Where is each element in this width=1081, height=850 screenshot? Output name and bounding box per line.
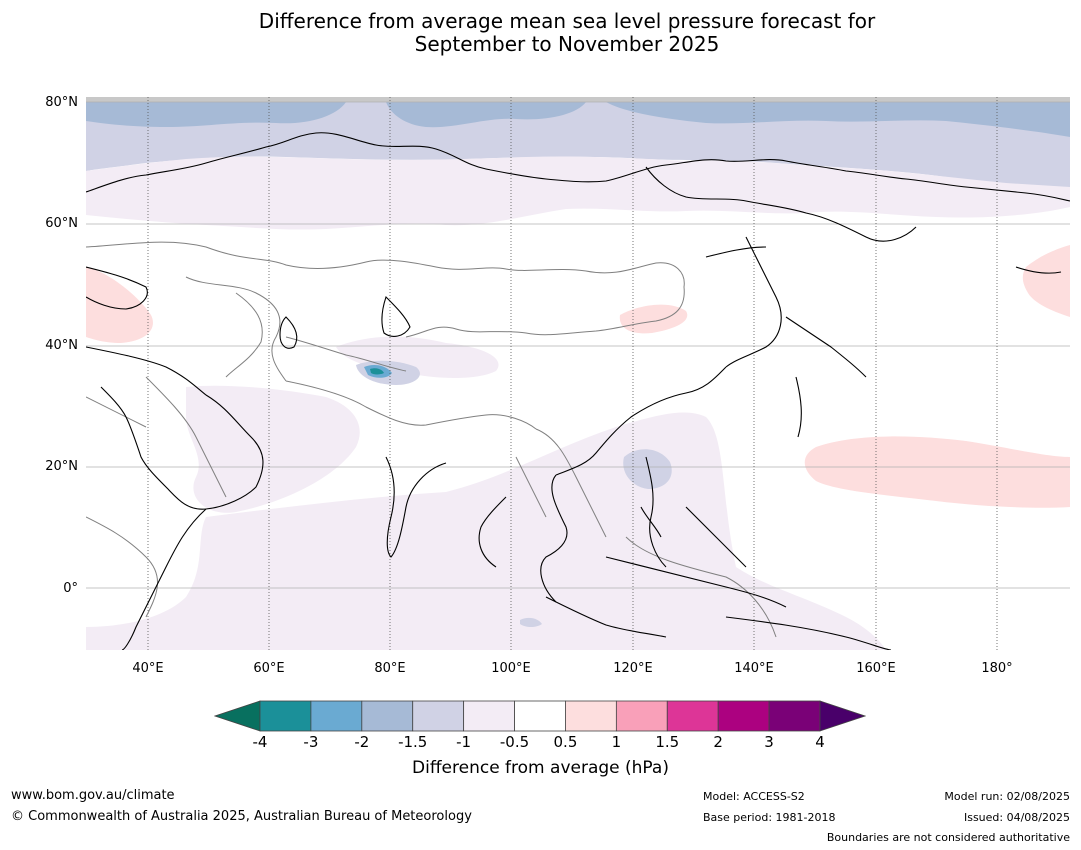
base-period-info: Base period: 1981-2018 [703,811,836,824]
coastlines [86,132,1070,650]
colorbar-tick-label: 4 [815,733,825,751]
copyright-text: © Commonwealth of Australia 2025, Austra… [11,809,472,824]
tibet-low-center [370,368,384,375]
colorbar-label: Difference from average (hPa) [412,758,669,778]
colorbar-segment [259,700,312,732]
subarctic-weak-low [86,156,1070,230]
colorbar-tick-label: 1 [611,733,622,751]
colorbar-tick-label: -3 [303,733,319,751]
colorbar-segment [717,700,770,732]
model-info: Model: ACCESS-S2 [703,790,805,803]
country-boundaries [86,241,777,638]
pressure-anomaly-map [86,97,1070,650]
arabia-weak-low [186,385,360,513]
lon-label-80e: 80°E [374,661,406,676]
lat-label-80n: 80°N [45,95,78,110]
java-sea-low [520,617,542,627]
lon-label-160e: 160°E [856,661,896,676]
colorbar-tick-label: -1 [456,733,472,751]
arctic-low-field [86,102,1070,188]
colorbar-segment [666,700,719,732]
colorbar-segment [514,700,566,732]
issued-info: Issued: 04/08/2025 [963,811,1070,824]
latitude-gridlines [86,101,1070,589]
lon-label-60e: 60°E [253,661,285,676]
colorbar-tick-label: 1.5 [655,733,680,751]
colorbar-segment [361,700,414,732]
lon-label-100e: 100°E [491,661,531,676]
arctic-low-core-west [86,102,346,127]
black-sea-high [86,267,153,343]
title-line-2: September to November 2025 [414,32,720,56]
colorbar-segment [310,700,363,732]
colorbar-tick-label: -4 [252,733,268,751]
tropical-weak-low [86,412,886,650]
disclaimer-text: Boundaries are not considered authoritat… [826,831,1070,844]
arctic-nodata-band [86,97,1070,102]
colorbar-tick-label: 0.5 [553,733,578,751]
colorbar-tick-label: 2 [713,733,723,751]
colorbar-segment [463,700,515,732]
lat-label-0: 0° [63,581,78,596]
arctic-low-core-east [606,102,1070,137]
colorbar-segment [768,700,821,732]
colorbar-arrow-low [214,700,261,732]
map-title: Difference from average mean sea level p… [0,10,1081,56]
lat-label-60n: 60°N [45,216,78,231]
map-svg [86,97,1070,650]
colorbar-segment [412,700,465,732]
lat-label-20n: 20°N [45,459,78,474]
philippine-sea-low [623,449,672,489]
colorbar-arrow-high [819,700,866,732]
website-link[interactable]: www.bom.gov.au/climate [11,788,175,803]
colorbar [214,700,866,732]
arctic-low-core-mid [386,102,586,128]
anomaly-fields [86,97,1070,650]
colorbar-segment [565,700,617,732]
colorbar-segment [615,700,668,732]
lon-label-120e: 120°E [613,661,653,676]
colorbar-tick-label: -1.5 [398,733,428,751]
lon-label-40e: 40°E [132,661,164,676]
model-run-info: Model run: 02/08/2025 [944,790,1070,803]
lon-label-140e: 140°E [734,661,774,676]
title-line-1: Difference from average mean sea level p… [258,9,876,33]
colorbar-tick-label: 3 [764,733,774,751]
mongolia-high [619,304,688,334]
colorbar-tick-label: -2 [354,733,370,751]
northeast-pacific-high [1022,245,1070,317]
colorbar-tick-label: -0.5 [499,733,530,751]
lon-label-180: 180° [981,661,1013,676]
lat-label-40n: 40°N [45,338,78,353]
longitude-gridlines [147,97,998,650]
north-pacific-high [804,436,1070,508]
